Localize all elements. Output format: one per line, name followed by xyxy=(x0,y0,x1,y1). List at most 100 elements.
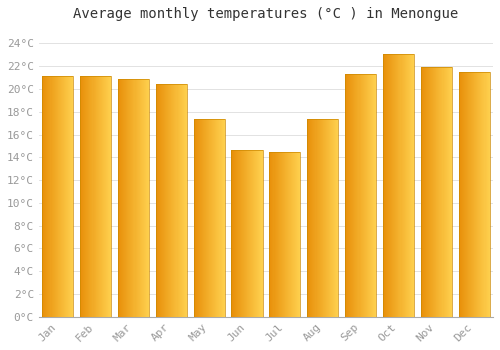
Bar xyxy=(406,54,408,317)
Bar xyxy=(477,72,478,317)
Bar xyxy=(412,54,413,317)
Bar xyxy=(160,84,161,317)
Bar xyxy=(408,54,409,317)
Bar xyxy=(199,119,200,317)
Bar xyxy=(388,54,389,317)
Bar xyxy=(318,119,320,317)
Bar xyxy=(284,152,285,317)
Bar xyxy=(435,67,436,317)
Bar xyxy=(126,79,128,317)
Bar xyxy=(251,150,252,317)
Bar xyxy=(238,150,239,317)
Bar xyxy=(43,76,44,317)
Bar xyxy=(144,79,145,317)
Bar xyxy=(106,76,107,317)
Bar xyxy=(165,84,166,317)
Bar xyxy=(413,54,414,317)
Bar xyxy=(244,150,245,317)
Bar xyxy=(71,76,72,317)
Bar xyxy=(288,152,289,317)
Bar xyxy=(209,119,210,317)
Bar xyxy=(125,79,126,317)
Bar xyxy=(56,76,57,317)
Bar xyxy=(429,67,430,317)
Bar xyxy=(282,152,283,317)
Bar xyxy=(458,72,490,317)
Bar xyxy=(104,76,105,317)
Bar xyxy=(186,84,187,317)
Bar xyxy=(96,76,98,317)
Bar xyxy=(427,67,428,317)
Bar xyxy=(123,79,124,317)
Bar xyxy=(146,79,147,317)
Bar xyxy=(210,119,212,317)
Bar xyxy=(205,119,206,317)
Bar xyxy=(436,67,438,317)
Bar xyxy=(346,74,347,317)
Title: Average monthly temperatures (°C ) in Menongue: Average monthly temperatures (°C ) in Me… xyxy=(74,7,458,21)
Bar xyxy=(56,76,58,317)
Bar xyxy=(310,119,312,317)
Bar xyxy=(222,119,224,317)
Bar xyxy=(290,152,291,317)
Bar xyxy=(460,72,462,317)
Bar xyxy=(102,76,103,317)
Bar xyxy=(212,119,214,317)
Bar xyxy=(396,54,398,317)
Bar xyxy=(286,152,287,317)
Bar xyxy=(65,76,66,317)
Bar xyxy=(336,119,338,317)
Bar xyxy=(465,72,466,317)
Bar xyxy=(426,67,427,317)
Bar xyxy=(366,74,367,317)
Bar xyxy=(350,74,352,317)
Bar xyxy=(345,74,376,317)
Bar xyxy=(362,74,364,317)
Bar xyxy=(466,72,467,317)
Bar xyxy=(473,72,474,317)
Bar xyxy=(147,79,148,317)
Bar xyxy=(470,72,471,317)
Bar xyxy=(103,76,104,317)
Bar xyxy=(140,79,141,317)
Bar xyxy=(392,54,394,317)
Bar xyxy=(307,119,338,317)
Bar xyxy=(371,74,372,317)
Bar xyxy=(406,54,407,317)
Bar xyxy=(475,72,476,317)
Bar xyxy=(142,79,143,317)
Bar xyxy=(86,76,88,317)
Bar xyxy=(424,67,425,317)
Bar xyxy=(325,119,326,317)
Bar xyxy=(119,79,120,317)
Bar xyxy=(410,54,411,317)
Bar xyxy=(320,119,322,317)
Bar xyxy=(105,76,106,317)
Bar xyxy=(182,84,184,317)
Bar xyxy=(85,76,86,317)
Bar xyxy=(474,72,475,317)
Bar xyxy=(368,74,369,317)
Bar xyxy=(462,72,463,317)
Bar xyxy=(486,72,488,317)
Bar xyxy=(374,74,375,317)
Bar xyxy=(472,72,473,317)
Bar xyxy=(232,150,234,317)
Bar xyxy=(476,72,478,317)
Bar xyxy=(464,72,465,317)
Bar xyxy=(136,79,138,317)
Bar xyxy=(468,72,469,317)
Bar xyxy=(127,79,128,317)
Bar xyxy=(442,67,444,317)
Bar xyxy=(312,119,314,317)
Bar xyxy=(218,119,220,317)
Bar xyxy=(287,152,288,317)
Bar xyxy=(272,152,274,317)
Bar xyxy=(347,74,348,317)
Bar xyxy=(448,67,450,317)
Bar xyxy=(138,79,140,317)
Bar xyxy=(358,74,360,317)
Bar xyxy=(364,74,365,317)
Bar xyxy=(68,76,69,317)
Bar xyxy=(328,119,329,317)
